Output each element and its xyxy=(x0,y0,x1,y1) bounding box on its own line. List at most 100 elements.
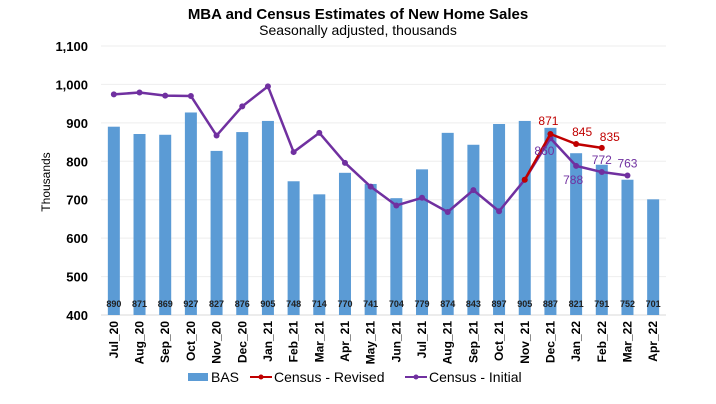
chart-subtitle: Seasonally adjusted, thousands xyxy=(259,22,457,38)
bar-value-label: 770 xyxy=(337,299,352,309)
bar-value-label: 897 xyxy=(492,299,507,309)
legend-marker-revised xyxy=(258,374,264,380)
x-tick-label: Feb_21 xyxy=(287,321,301,363)
line-data-label: 871 xyxy=(538,114,558,128)
bar xyxy=(621,179,634,315)
x-tick-label: Dec_21 xyxy=(543,321,557,363)
bar xyxy=(133,134,146,315)
line-point xyxy=(444,209,451,216)
bar-value-label: 905 xyxy=(517,299,532,309)
bar-value-label: 714 xyxy=(312,299,327,309)
bar-value-label: 887 xyxy=(543,299,558,309)
x-tick-label: Nov_20 xyxy=(210,321,224,364)
bar xyxy=(287,181,300,315)
bar-value-label: 821 xyxy=(569,299,584,309)
x-tick-label: Jan_22 xyxy=(569,321,583,362)
x-tick-label: Apr_21 xyxy=(338,321,352,362)
line-point xyxy=(316,129,323,136)
y-tick-label: 800 xyxy=(66,154,88,169)
bar-value-label: 927 xyxy=(183,299,198,309)
x-tick-label: Nov_21 xyxy=(518,321,532,364)
x-tick-label: Sep_21 xyxy=(466,321,480,363)
bar-value-label: 874 xyxy=(440,299,455,309)
bar xyxy=(210,150,223,315)
line-point xyxy=(598,144,605,151)
bar-value-label: 843 xyxy=(466,299,481,309)
x-tick-label: Aug_20 xyxy=(133,321,147,365)
line-point xyxy=(290,149,297,156)
bar xyxy=(647,199,660,315)
legend-label-revised: Census - Revised xyxy=(274,369,385,385)
line-data-label: 772 xyxy=(592,153,612,167)
line-data-label: 845 xyxy=(572,125,592,139)
bar xyxy=(390,198,403,315)
bar xyxy=(416,169,429,315)
line-point xyxy=(239,103,246,110)
chart-title: MBA and Census Estimates of New Home Sal… xyxy=(188,6,528,23)
bars xyxy=(107,112,660,315)
line-point xyxy=(624,172,631,179)
bar xyxy=(544,127,557,315)
bar-value-label: 748 xyxy=(286,299,301,309)
legend-label-initial: Census - Initial xyxy=(429,369,522,385)
x-tick-label: Jun_21 xyxy=(389,321,403,363)
bar-value-label: 704 xyxy=(389,299,404,309)
line-point xyxy=(419,194,426,201)
x-tick-label: Feb_22 xyxy=(595,321,609,363)
line-point xyxy=(264,83,271,90)
line-point xyxy=(162,92,169,99)
line-point xyxy=(393,202,400,209)
line-data-label: 763 xyxy=(617,157,637,171)
bar xyxy=(364,183,377,315)
legend-label-bas: BAS xyxy=(211,369,239,385)
legend: BAS Census - Revised Census - Initial xyxy=(188,369,522,385)
y-tick-label: 600 xyxy=(66,231,88,246)
bar xyxy=(313,194,326,315)
y-tick-label: 700 xyxy=(66,193,88,208)
x-tick-label: Oct_20 xyxy=(184,321,198,361)
legend-swatch-bas xyxy=(188,373,208,381)
bar-value-label: 905 xyxy=(260,299,275,309)
line-point xyxy=(573,162,580,169)
line-point xyxy=(470,187,477,194)
line-point xyxy=(573,140,580,147)
x-tick-label: Mar_22 xyxy=(620,321,634,363)
y-tick-label: 1,100 xyxy=(55,39,88,54)
bar xyxy=(338,172,351,315)
bar xyxy=(570,153,583,315)
bar-labels: 890 871 869 927 827 876 905 748 714 770 741 704 779 8… xyxy=(106,299,660,309)
x-tick-label: Oct_21 xyxy=(492,321,506,361)
line-point xyxy=(521,176,528,183)
line-point xyxy=(136,89,143,96)
bar xyxy=(518,120,531,315)
bar xyxy=(441,132,454,315)
y-axis-ticks: 400 500 600 700 800 900 1,000 1,100 xyxy=(55,39,88,323)
bar-value-label: 741 xyxy=(363,299,378,309)
x-tick-label: Jul_20 xyxy=(107,321,121,359)
line-data-label: 835 xyxy=(600,130,620,144)
bar-value-label: 871 xyxy=(132,299,147,309)
x-tick-label: Mar_21 xyxy=(312,321,326,363)
line-point xyxy=(367,183,374,190)
bar xyxy=(595,164,608,315)
x-tick-label: Aug_21 xyxy=(441,321,455,365)
x-tick-label: May_21 xyxy=(364,321,378,365)
y-tick-label: 500 xyxy=(66,270,88,285)
y-tick-label: 1,000 xyxy=(55,77,88,92)
x-tick-label: Sep_20 xyxy=(158,321,172,363)
legend-marker-initial xyxy=(413,374,419,380)
bar xyxy=(493,124,506,315)
bar xyxy=(107,126,120,315)
bar-value-label: 827 xyxy=(209,299,224,309)
bar-value-label: 791 xyxy=(594,299,609,309)
bar-value-label: 876 xyxy=(235,299,250,309)
y-tick-label: 400 xyxy=(66,308,88,323)
line-point xyxy=(187,92,194,99)
line-point xyxy=(213,132,220,139)
bar-value-label: 701 xyxy=(646,299,661,309)
bar xyxy=(261,120,274,315)
line-point xyxy=(341,159,348,166)
bar xyxy=(467,144,480,315)
line-point xyxy=(598,169,605,176)
